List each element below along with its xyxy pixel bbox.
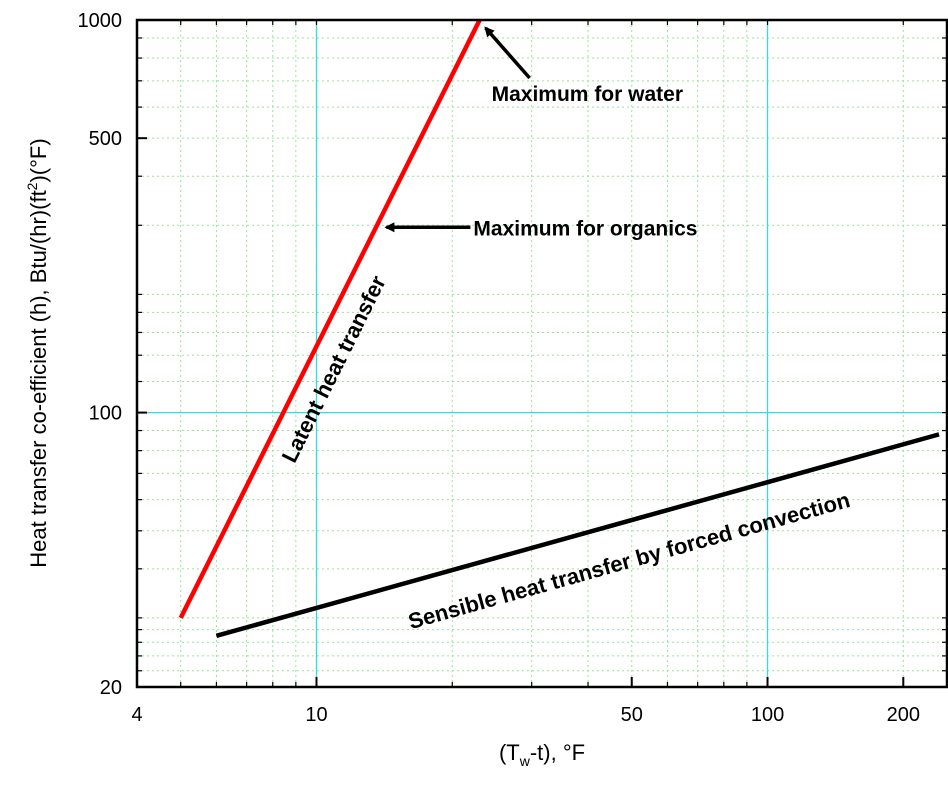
x-tick-label: 10 bbox=[305, 704, 327, 726]
x-axis-title: (Tw-t), °F bbox=[499, 740, 585, 769]
sensible-heat-line bbox=[215, 432, 940, 638]
y-tick-label: 500 bbox=[89, 128, 122, 150]
latent-heat-label: Latent heat transfer bbox=[277, 271, 391, 466]
axis-ticks bbox=[136, 19, 947, 688]
annotation-organics: Maximum for organics bbox=[473, 217, 697, 240]
tick-labels: 4 10 50 100 200 20 100 500 1000 bbox=[78, 10, 920, 726]
water-arrow bbox=[484, 26, 531, 80]
y-tick-label: 100 bbox=[89, 403, 122, 425]
annotations: Maximum for water Maximum for organics bbox=[384, 26, 697, 240]
plot-frame bbox=[135, 18, 948, 689]
x-tick-label: 200 bbox=[887, 704, 920, 726]
sensible-heat-label: Sensible heat transfer by forced convect… bbox=[406, 487, 853, 634]
latent-heat-line bbox=[178, 18, 482, 619]
annotation-water: Maximum for water bbox=[492, 83, 683, 106]
reference-lines bbox=[137, 20, 947, 687]
y-axis-title: Heat transfer co-efficient (h), Btu/(hr)… bbox=[24, 138, 51, 567]
x-tick-label: 100 bbox=[751, 704, 784, 726]
y-tick-label: 1000 bbox=[78, 10, 123, 32]
x-tick-label: 50 bbox=[621, 704, 643, 726]
x-tick-label: 4 bbox=[131, 704, 142, 726]
y-tick-label: 20 bbox=[100, 677, 122, 699]
